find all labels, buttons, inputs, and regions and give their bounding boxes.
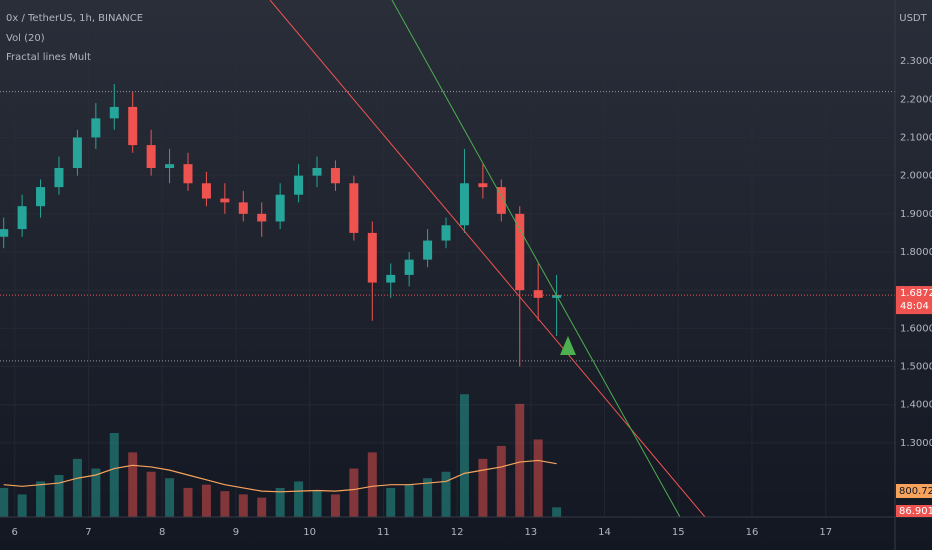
- volume-ma-line: [3, 459, 557, 493]
- volume-bar: [441, 471, 451, 517]
- volume-bar: [17, 494, 27, 517]
- y-tick-label: 1.4000: [900, 400, 932, 411]
- candle-body: [478, 183, 488, 188]
- candle-body: [367, 232, 377, 283]
- x-tick-label: 12: [451, 527, 464, 538]
- candle-body: [294, 175, 304, 195]
- volume-bar: [238, 494, 248, 517]
- y-tick-label: 1.6000: [900, 323, 932, 334]
- x-tick-label: 17: [819, 527, 832, 538]
- candle-body: [0, 229, 9, 237]
- price-tag: [896, 286, 932, 315]
- volume-bar: [54, 474, 64, 517]
- candle-body: [275, 194, 285, 222]
- volume-bar: [478, 458, 488, 517]
- candle-body: [533, 290, 543, 298]
- volume-bar: [201, 484, 211, 517]
- y-tick-label: 1.8000: [900, 247, 932, 258]
- volume-bar: [109, 432, 119, 517]
- volume-bar: [367, 452, 377, 517]
- candle-body: [201, 183, 211, 199]
- y-tick-label: 1.5000: [900, 362, 932, 373]
- candle-body: [459, 183, 469, 226]
- ma-tag-label: 800.727K: [899, 486, 932, 497]
- candle-body: [238, 202, 248, 214]
- candle-body: [330, 168, 340, 184]
- candle-body: [165, 164, 175, 169]
- candle-body: [404, 259, 414, 275]
- x-tick-label: 9: [233, 527, 239, 538]
- volume-tag: [896, 505, 932, 517]
- volume-bar: [459, 394, 469, 517]
- candle-body: [515, 213, 525, 291]
- volume-bar: [0, 487, 9, 517]
- volume-bar: [349, 468, 359, 517]
- volume-bar: [146, 471, 156, 517]
- countdown-label: 48:04: [900, 301, 929, 312]
- candle-body: [128, 106, 138, 146]
- volume-bar: [128, 452, 138, 517]
- volume-bar: [183, 487, 193, 517]
- volume-bar: [91, 468, 101, 517]
- volume-bar: [294, 481, 304, 517]
- y-tick-label: 2.0000: [900, 171, 932, 182]
- y-tick-label: 2.1000: [900, 132, 932, 143]
- x-tick-label: 15: [672, 527, 685, 538]
- y-tick-label: 1.3000: [900, 438, 932, 449]
- volume-bar: [257, 497, 267, 517]
- trend-line-green: [391, 0, 681, 518]
- y-tick-label: 2.3000: [900, 56, 932, 67]
- volume-bar: [36, 481, 46, 517]
- candle-body: [183, 164, 193, 184]
- candle-body: [146, 145, 156, 169]
- x-tick-label: 13: [524, 527, 537, 538]
- ma-tag: [896, 484, 932, 498]
- candle-body: [423, 240, 433, 260]
- volume-bar: [552, 507, 562, 517]
- x-tick-label: 7: [85, 527, 91, 538]
- volume-bar: [312, 491, 322, 517]
- candle-body: [386, 274, 396, 283]
- x-tick-label: 14: [598, 527, 611, 538]
- candle-body: [36, 187, 46, 207]
- volume-bar: [533, 439, 543, 517]
- volume-bar: [220, 491, 230, 517]
- price-tag-label: 1.6872: [900, 288, 932, 299]
- volume-bar: [165, 478, 175, 517]
- candle-body: [109, 106, 119, 119]
- volume-bar: [386, 487, 396, 517]
- volume-bar: [275, 487, 285, 517]
- candle-body: [220, 198, 230, 203]
- candle-body: [312, 168, 322, 176]
- x-tick-label: 10: [303, 527, 316, 538]
- volume-bar: [496, 445, 506, 517]
- candle-body: [349, 183, 359, 233]
- currency-label: USDT: [899, 13, 927, 24]
- signal-arrow: [560, 336, 576, 355]
- candle-body: [54, 168, 64, 188]
- volume-bar: [515, 403, 525, 517]
- volume-bar: [72, 458, 82, 517]
- volume-bar: [423, 478, 433, 517]
- candle-body: [496, 187, 506, 214]
- x-tick-label: 6: [12, 527, 18, 538]
- indicator-label: Vol (20): [6, 33, 45, 44]
- y-tick-label: 1.9000: [900, 209, 932, 220]
- x-tick-label: 11: [377, 527, 390, 538]
- x-tick-label: 8: [159, 527, 165, 538]
- volume-tag-label: 86.901K: [899, 506, 932, 517]
- candle-body: [257, 213, 267, 222]
- candle-body: [72, 137, 82, 169]
- candle-body: [17, 206, 27, 230]
- candle-body: [91, 118, 101, 138]
- indicator-label: Fractal lines Mult: [6, 52, 91, 63]
- volume-bar: [330, 494, 340, 517]
- y-tick-label: 2.2000: [900, 94, 932, 105]
- volume-bar: [404, 484, 414, 517]
- x-tick-label: 16: [746, 527, 759, 538]
- symbol-title: 0x / TetherUS, 1h, BINANCE: [6, 13, 143, 24]
- candle-body: [441, 225, 451, 241]
